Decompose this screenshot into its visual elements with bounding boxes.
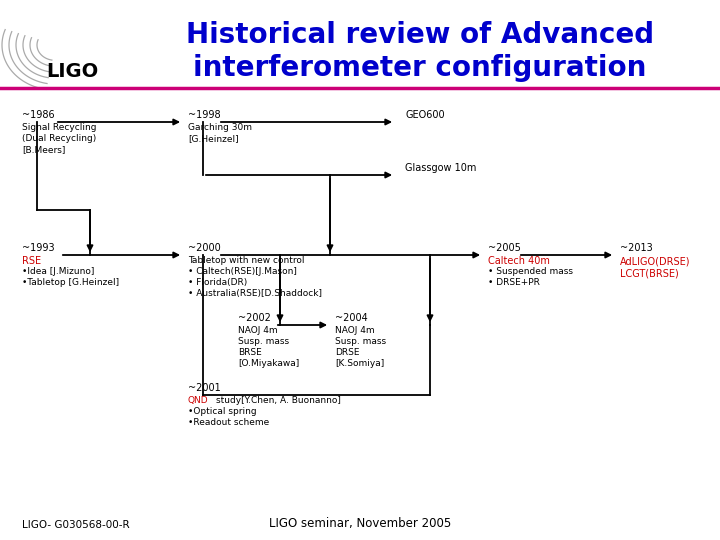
Text: NAOJ 4m
Susp. mass
DRSE
[K.Somiya]: NAOJ 4m Susp. mass DRSE [K.Somiya] [335, 326, 386, 368]
Text: ~2005: ~2005 [488, 243, 521, 253]
Text: Garching 30m
[G.Heinzel]: Garching 30m [G.Heinzel] [188, 123, 252, 143]
Text: study[Y.Chen, A. Buonanno]: study[Y.Chen, A. Buonanno] [216, 396, 341, 405]
Text: RSE: RSE [22, 256, 41, 266]
Text: ~1998: ~1998 [188, 110, 220, 120]
Text: GEO600: GEO600 [405, 110, 445, 120]
Text: ~2002: ~2002 [238, 313, 271, 323]
Text: interferometer configuration: interferometer configuration [193, 54, 647, 82]
Text: Glassgow 10m: Glassgow 10m [405, 163, 477, 173]
Text: LIGO- G030568-00-R: LIGO- G030568-00-R [22, 520, 130, 530]
Text: •Idea [J.Mizuno]
•Tabletop [G.Heinzel]: •Idea [J.Mizuno] •Tabletop [G.Heinzel] [22, 267, 119, 287]
Text: ~2000: ~2000 [188, 243, 221, 253]
Text: Tabletop with new control
• Caltech(RSE)[J.Mason]
• Florida(DR)
• Australia(RSE): Tabletop with new control • Caltech(RSE)… [188, 256, 322, 298]
Text: ~1993: ~1993 [22, 243, 55, 253]
Text: ~2004: ~2004 [335, 313, 368, 323]
Text: ~1986: ~1986 [22, 110, 55, 120]
Text: Caltech 40m: Caltech 40m [488, 256, 550, 266]
Text: QND: QND [188, 396, 209, 405]
Text: • Suspended mass
• DRSE+PR: • Suspended mass • DRSE+PR [488, 267, 573, 287]
Text: LIGO seminar, November 2005: LIGO seminar, November 2005 [269, 517, 451, 530]
Text: Historical review of Advanced: Historical review of Advanced [186, 21, 654, 49]
Text: NAOJ 4m
Susp. mass
BRSE
[O.Miyakawa]: NAOJ 4m Susp. mass BRSE [O.Miyakawa] [238, 326, 300, 368]
Text: LIGO: LIGO [46, 62, 98, 81]
Text: •Optical spring
•Readout scheme: •Optical spring •Readout scheme [188, 407, 269, 427]
Text: ~2001: ~2001 [188, 383, 221, 393]
Text: Signal Recycling
(Dual Recycling)
[B.Meers]: Signal Recycling (Dual Recycling) [B.Mee… [22, 123, 96, 154]
Text: AdLIGO(DRSE)
LCGT(BRSE): AdLIGO(DRSE) LCGT(BRSE) [620, 256, 690, 279]
Text: ~2013: ~2013 [620, 243, 653, 253]
